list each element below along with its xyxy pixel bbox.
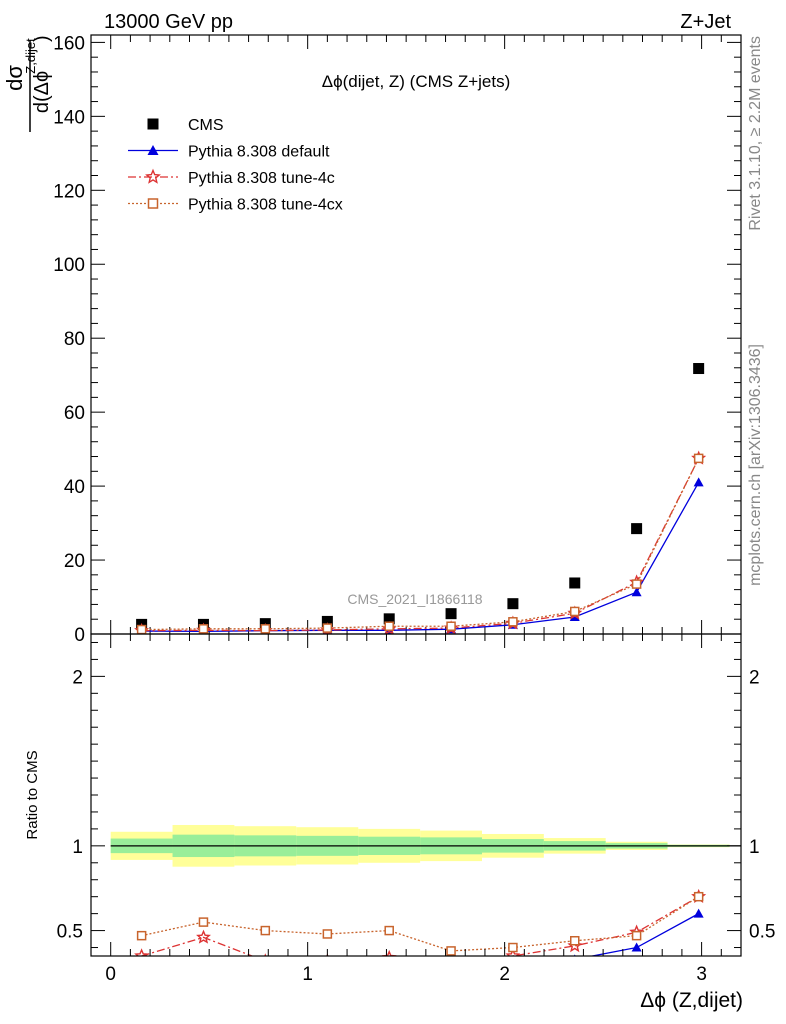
data-point (136, 624, 147, 634)
data-point (507, 598, 519, 610)
legend-label: Pythia 8.308 tune-4c (188, 170, 335, 187)
y-tick-label: 140 (53, 107, 85, 128)
ratio-point (384, 970, 394, 979)
ratio-point (693, 891, 704, 902)
data-point (631, 523, 643, 535)
header-left: 13000 GeV pp (104, 11, 233, 33)
ratio-y-tick-label: 2 (72, 667, 83, 688)
main-plot-area (134, 363, 707, 634)
ratio-point (196, 929, 211, 944)
main-ylabel: dσ d(Δϕ Z,dijet ) (2, 35, 53, 132)
series-line-1 (141, 482, 700, 633)
data-point (693, 453, 704, 464)
ratio-point (631, 930, 642, 941)
ratio-point (326, 953, 329, 956)
y-tick-label: 120 (53, 181, 85, 202)
data-point (384, 621, 394, 631)
ratio-point (322, 961, 332, 970)
ratio-point (445, 960, 456, 971)
data-point (198, 624, 209, 634)
mcplots-label: mcplots.cern.ch [arXiv:1306.3436] (747, 344, 764, 586)
y-tick-label: 100 (53, 255, 85, 276)
ratio-line-0 (588, 913, 699, 956)
ratio-point (446, 970, 456, 979)
ratio-point (505, 948, 521, 956)
xlabel: Δϕ (Z,dijet) (640, 989, 743, 1012)
ratio-point (322, 929, 333, 939)
data-point (322, 623, 333, 633)
ratio-point (260, 956, 270, 965)
x-tick-label: 1 (302, 964, 313, 985)
legend: CMS Pythia 8.308 default Pythia 8.308 tune… (128, 117, 343, 214)
ratio-y-tick-label-right: 2 (749, 667, 760, 688)
ratio-point (136, 930, 147, 941)
watermark: CMS_2021_I1866118 (347, 591, 482, 607)
ratio-point (508, 942, 518, 953)
ratio-point (446, 946, 456, 956)
ratio-ylabel: Ratio to CMS (24, 750, 41, 839)
ratio-panel: 0.5 0.5 1 1 2 2 0 1 2 3 (57, 633, 775, 985)
ratio-y-tick-label-right: 0.5 (749, 922, 775, 943)
rivet-label: Rivet 3.1.10, ≥ 2.2M events (747, 36, 764, 231)
legend-label: Pythia 8.308 tune-4cx (188, 197, 343, 214)
ratio-point (198, 965, 208, 974)
y-tick-label: 20 (64, 551, 85, 572)
ratio-point (381, 949, 397, 956)
ratio-point (137, 958, 147, 967)
svg-text:Z,dijet: Z,dijet (23, 38, 38, 74)
ratio-point (134, 948, 150, 956)
data-point (383, 613, 395, 625)
ratio-point (260, 925, 271, 936)
ratio-point (570, 935, 580, 946)
legend-marker (147, 198, 159, 209)
ratio-frame (90, 633, 742, 957)
data-point (631, 579, 642, 589)
legend-label: CMS (188, 117, 224, 134)
legend-label: Pythia 8.308 default (188, 144, 330, 161)
data-point (569, 577, 581, 589)
legend-marker (147, 145, 159, 155)
chart-title: Δϕ(dijet, Z) (CMS Z+jets) (322, 72, 511, 91)
ratio-point (631, 942, 642, 952)
ratio-y-tick-label: 0.5 (57, 922, 83, 943)
svg-text:dσ: dσ (2, 65, 27, 91)
svg-text:d(Δϕ: d(Δϕ (31, 71, 53, 113)
svg-text:): ) (31, 35, 53, 42)
ratio-point (693, 908, 704, 918)
ratio-line-2 (141, 896, 699, 952)
ratio-line-1 (141, 896, 699, 956)
legend-marker (147, 118, 159, 130)
header-right: Z+Jet (680, 11, 731, 33)
y-tick-label: 160 (53, 33, 85, 54)
ratio-point (198, 917, 209, 927)
x-tick-label: 3 (696, 964, 707, 985)
y-tick-label: 60 (64, 403, 85, 424)
data-point (693, 363, 705, 375)
data-point (446, 621, 456, 631)
data-point (570, 606, 580, 617)
y-tick-label: 0 (74, 625, 85, 646)
data-point (693, 477, 704, 487)
y-tick-label: 40 (64, 477, 85, 498)
data-point (260, 624, 271, 634)
ratio-point (264, 953, 267, 956)
data-point (321, 615, 333, 627)
data-point (508, 617, 518, 627)
x-tick-label: 2 (499, 964, 510, 985)
ratio-y-tick-label-right: 1 (749, 837, 760, 858)
y-tick-label: 80 (64, 329, 85, 350)
ratio-point (384, 925, 394, 936)
x-tick-label: 0 (105, 964, 116, 985)
data-point (445, 608, 457, 620)
data-point (631, 587, 642, 597)
ratio-y-tick-label: 1 (72, 837, 83, 858)
legend-marker (145, 168, 161, 184)
series-line-3 (141, 458, 700, 631)
ratio-plot-area (110, 824, 741, 979)
